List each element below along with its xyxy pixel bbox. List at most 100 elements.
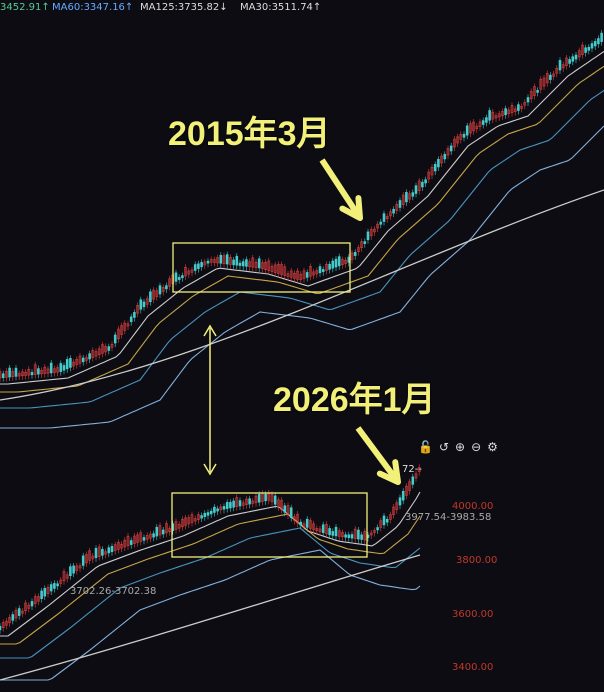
candle (325, 524, 328, 535)
candle (8, 617, 11, 624)
candle (225, 254, 229, 265)
candle (254, 495, 258, 504)
candle (401, 490, 405, 501)
candle (350, 534, 354, 539)
candle (251, 500, 255, 504)
ma-line (0, 527, 421, 659)
candle (161, 529, 165, 535)
candle (299, 273, 303, 281)
candle (581, 44, 584, 56)
candle (46, 368, 50, 374)
candle (49, 362, 53, 374)
candle (232, 500, 235, 508)
ma-line (0, 491, 421, 637)
candle (203, 261, 207, 266)
gear-icon[interactable]: ⚙ (487, 440, 498, 454)
candle (373, 228, 376, 233)
candle (133, 312, 136, 318)
arrow-2015 (319, 158, 363, 220)
candle (264, 493, 267, 502)
candle (40, 590, 43, 600)
candle (577, 50, 581, 58)
candle (459, 134, 463, 140)
candle (145, 535, 149, 540)
candle (488, 110, 491, 121)
zoom-in-icon[interactable]: ⊕ (455, 440, 466, 454)
candle (312, 271, 315, 276)
candle (353, 251, 357, 256)
candle (168, 528, 171, 533)
zoom-out-icon[interactable]: ⊖ (471, 440, 482, 454)
candle (277, 263, 280, 274)
candle (571, 56, 575, 62)
candle (94, 547, 98, 559)
candle (299, 521, 303, 526)
candle (446, 148, 450, 156)
ma-line-long (0, 554, 421, 681)
candle (62, 365, 66, 371)
candle (107, 346, 111, 351)
candle (379, 221, 383, 225)
candle (373, 530, 376, 533)
candle (209, 259, 213, 263)
legend-ma60: MA60:3347.16↑ (52, 2, 134, 13)
candle (405, 485, 408, 496)
candle (353, 528, 357, 539)
candle (158, 285, 162, 295)
candle (145, 298, 149, 305)
candle (113, 334, 117, 344)
candle (389, 514, 392, 520)
candle (123, 539, 127, 548)
candle (165, 523, 168, 534)
candle (53, 583, 56, 589)
candle (309, 520, 312, 529)
candle (1, 622, 5, 628)
candle (513, 108, 517, 112)
candle (197, 514, 200, 520)
candle (187, 517, 191, 525)
lock-icon[interactable]: 🔓 (418, 440, 433, 454)
candle (158, 525, 162, 536)
candle (110, 546, 114, 553)
candle (177, 524, 181, 529)
candle (24, 371, 27, 376)
peak-label: 72-- (402, 464, 422, 475)
candle (321, 269, 325, 272)
candle (270, 265, 274, 272)
candle (101, 344, 104, 354)
arrow-2026 (355, 426, 401, 484)
ma-line (0, 549, 421, 681)
candle (334, 526, 338, 537)
candle (69, 358, 72, 368)
candle (501, 111, 504, 117)
candle (507, 109, 511, 115)
candle (574, 54, 578, 60)
candle (433, 164, 437, 172)
candle (37, 596, 40, 602)
candle (382, 213, 386, 222)
candle (213, 259, 216, 263)
candle (126, 535, 130, 547)
undo-icon[interactable]: ↺ (438, 440, 450, 454)
candle (181, 275, 184, 279)
candle (462, 133, 466, 138)
candle (552, 73, 555, 77)
candle (440, 155, 443, 164)
candle (193, 518, 197, 522)
candle (411, 192, 415, 197)
candle (549, 74, 552, 80)
candle (213, 506, 216, 513)
candle (59, 579, 63, 584)
candle (398, 497, 402, 506)
legend-ma: 3452.91↑ (0, 2, 50, 13)
candle (325, 264, 328, 271)
candle (280, 264, 283, 275)
candle (174, 521, 178, 530)
candle (590, 43, 594, 49)
candle (248, 498, 251, 505)
candle (27, 604, 31, 609)
candle (510, 105, 514, 113)
candle (94, 351, 98, 357)
candle (401, 194, 405, 205)
